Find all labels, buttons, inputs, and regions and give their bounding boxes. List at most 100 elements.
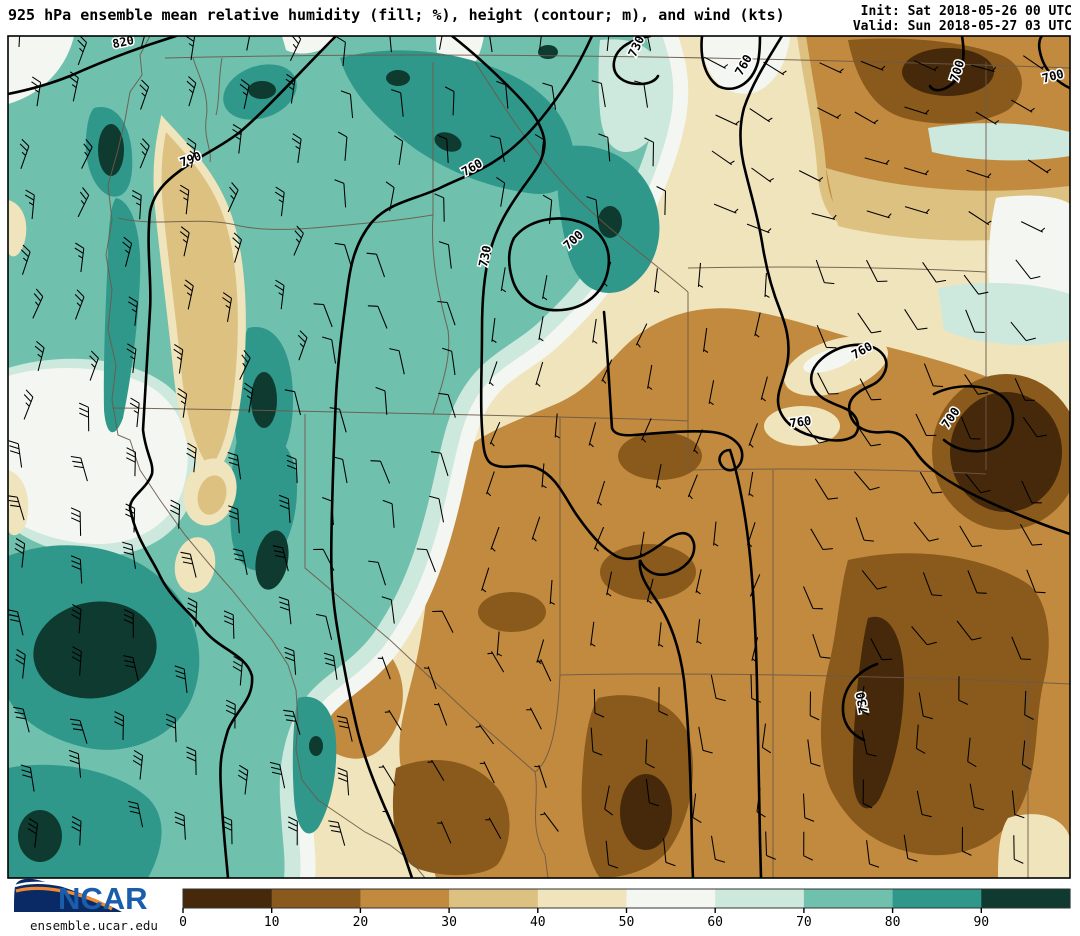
wind-barb — [658, 687, 669, 716]
wind-barb — [702, 327, 709, 353]
wind-barb — [174, 811, 186, 840]
wind-barb — [381, 596, 395, 624]
wind-barb — [486, 471, 495, 497]
colorbar-tick-label: 80 — [885, 915, 901, 930]
wind-barb — [437, 821, 452, 844]
wind-barb — [915, 413, 937, 437]
wind-barb — [122, 541, 137, 569]
wind-barb — [434, 702, 448, 726]
wind-barb — [70, 555, 83, 584]
wind-barb — [70, 507, 82, 536]
wind-barb — [438, 392, 456, 418]
wind-barb — [68, 71, 79, 102]
wind-barb — [237, 764, 249, 795]
wind-barb — [70, 718, 88, 744]
wind-barb — [606, 571, 613, 597]
wind-barb — [337, 131, 348, 161]
wind-barb — [807, 739, 821, 767]
wind-barb — [227, 451, 242, 480]
wind-barb — [535, 361, 544, 387]
wind-barb — [293, 225, 304, 256]
wind-barb — [554, 413, 560, 439]
wind-barb — [438, 36, 443, 50]
wind-barb — [968, 211, 992, 226]
wind-barb — [606, 36, 610, 52]
wind-barb — [915, 724, 926, 754]
wind-barb — [748, 423, 758, 448]
wind-barb — [123, 609, 134, 638]
wind-barb — [693, 429, 703, 454]
wind-barb — [232, 124, 243, 154]
wind-barb — [297, 330, 308, 361]
wind-barb — [765, 831, 776, 860]
colorbar-segment — [892, 889, 982, 908]
wind-barb — [334, 242, 353, 268]
wind-barb — [913, 60, 939, 72]
page-title: 925 hPa ensemble mean relative humidity … — [8, 6, 785, 24]
wind-barb — [810, 528, 833, 551]
wind-barb — [68, 749, 82, 778]
wind-barb — [751, 637, 759, 663]
ncar-logo: NCAR ensemble.ucar.edu — [14, 878, 158, 933]
contour-label: 730 — [476, 244, 494, 268]
colorbar-tick-label: 40 — [530, 915, 546, 930]
wind-barb — [496, 176, 506, 207]
wind-barb — [23, 389, 34, 420]
wind-barb — [232, 548, 248, 576]
wind-barb — [70, 455, 88, 482]
wind-barb — [646, 36, 652, 51]
wind-barb — [180, 551, 197, 578]
wind-barb — [19, 138, 30, 169]
wind-barb — [815, 259, 835, 285]
wind-barb — [442, 347, 456, 376]
wind-barb — [291, 133, 302, 163]
wind-barb — [1022, 416, 1047, 438]
wind-barb — [479, 761, 495, 784]
wind-barb — [812, 634, 831, 659]
wind-barb — [644, 137, 655, 167]
wind-barb — [15, 649, 26, 679]
wind-barb — [174, 665, 188, 693]
wind-barb — [803, 831, 814, 861]
wind-barb — [904, 206, 930, 215]
wind-barb — [31, 76, 42, 107]
wind-barb — [186, 137, 197, 168]
colorbar-tick-label: 10 — [264, 915, 280, 930]
wind-barb — [375, 386, 388, 415]
map-frame — [7, 35, 1071, 879]
wind-barb — [1026, 569, 1046, 594]
ncar-logo-text: NCAR — [58, 881, 148, 916]
wind-barb — [283, 709, 301, 735]
wind-barb — [77, 36, 87, 66]
wind-barb — [861, 730, 877, 757]
wind-barb — [911, 626, 937, 646]
wind-barb — [34, 340, 45, 372]
wind-barb — [368, 560, 386, 586]
wind-barb — [866, 210, 892, 219]
wind-barb — [857, 425, 881, 447]
wind-barb — [74, 242, 85, 273]
wind-barb — [185, 36, 196, 61]
wind-barb — [704, 56, 729, 69]
wind-barb — [857, 312, 882, 334]
wind-barb — [416, 548, 436, 573]
wind-barb — [186, 76, 197, 107]
wind-barb — [444, 86, 455, 116]
wind-barb — [604, 785, 614, 816]
wind-barb — [315, 613, 333, 640]
wind-barb — [655, 463, 662, 490]
wind-barb — [20, 764, 35, 792]
wind-barb — [696, 619, 702, 645]
wind-barb — [635, 323, 648, 348]
wind-barb — [284, 389, 302, 416]
wind-barb — [274, 279, 285, 310]
wind-barb — [322, 336, 337, 364]
wind-barb — [539, 36, 542, 50]
wind-barb — [370, 460, 391, 484]
wind-barb — [540, 811, 559, 832]
wind-barb — [487, 651, 505, 673]
wind-barb — [432, 610, 454, 633]
wind-barb — [322, 497, 334, 526]
wind-barb — [389, 348, 405, 375]
